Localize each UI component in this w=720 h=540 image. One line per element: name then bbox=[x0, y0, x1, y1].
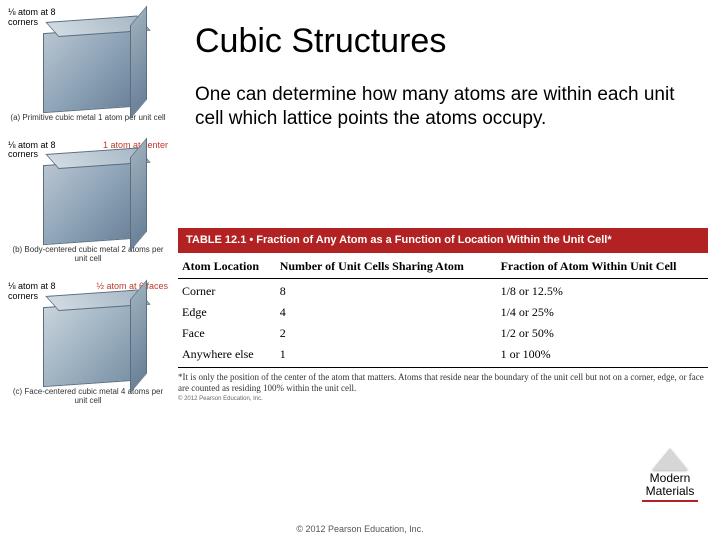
structures-sidebar: ⅛ atom at 8 corners (a) Primitive cubic … bbox=[8, 8, 168, 405]
cell-sharing: 1 bbox=[276, 344, 497, 368]
body-text: One can determine how many atoms are wit… bbox=[195, 83, 695, 131]
slide-title: Cubic Structures bbox=[195, 22, 695, 61]
table-row: Edge 4 1/4 or 25% bbox=[178, 302, 708, 323]
table-header-bar: TABLE 12.1 • Fraction of Any Atom as a F… bbox=[178, 228, 708, 253]
badge-underline bbox=[642, 500, 698, 502]
badge-line1: Modern bbox=[642, 472, 698, 485]
cell-fraction: 1/4 or 25% bbox=[497, 302, 708, 323]
cube-fcc bbox=[43, 301, 133, 387]
series-badge: Modern Materials bbox=[642, 448, 698, 502]
structure-bcc: ⅛ atom at 8 corners 1 atom at center (b)… bbox=[8, 141, 168, 264]
structure-fcc: ⅛ atom at 8 corners ½ atom at 6 faces (c… bbox=[8, 282, 168, 405]
cell-sharing: 2 bbox=[276, 323, 497, 344]
col-fraction: Fraction of Atom Within Unit Cell bbox=[497, 253, 708, 279]
fraction-table: Atom Location Number of Unit Cells Shari… bbox=[178, 253, 708, 368]
cube-bcc bbox=[43, 159, 133, 245]
cell-fraction: 1/8 or 12.5% bbox=[497, 279, 708, 303]
table-row: Face 2 1/2 or 50% bbox=[178, 323, 708, 344]
table-row: Anywhere else 1 1 or 100% bbox=[178, 344, 708, 368]
col-location: Atom Location bbox=[178, 253, 276, 279]
table-row: Corner 8 1/8 or 12.5% bbox=[178, 279, 708, 303]
cell-sharing: 4 bbox=[276, 302, 497, 323]
cell-location: Anywhere else bbox=[178, 344, 276, 368]
main-content: Cubic Structures One can determine how m… bbox=[195, 22, 695, 159]
cell-location: Edge bbox=[178, 302, 276, 323]
cell-sharing: 8 bbox=[276, 279, 497, 303]
badge-line2: Materials bbox=[642, 485, 698, 498]
triangle-icon bbox=[652, 448, 688, 470]
table-body: Corner 8 1/8 or 12.5% Edge 4 1/4 or 25% … bbox=[178, 279, 708, 368]
cell-location: Face bbox=[178, 323, 276, 344]
caption-fcc: (c) Face-centered cubic metal 4 atoms pe… bbox=[8, 388, 168, 406]
table-copyright: © 2012 Pearson Education, Inc. bbox=[178, 396, 708, 402]
cube-primitive bbox=[43, 27, 133, 113]
table-footnote: *It is only the position of the center o… bbox=[178, 372, 708, 394]
footer-copyright: © 2012 Pearson Education, Inc. bbox=[0, 524, 720, 534]
structure-primitive: ⅛ atom at 8 corners (a) Primitive cubic … bbox=[8, 8, 168, 123]
col-sharing: Number of Unit Cells Sharing Atom bbox=[276, 253, 497, 279]
caption-primitive: (a) Primitive cubic metal 1 atom per uni… bbox=[10, 114, 165, 123]
table-region: TABLE 12.1 • Fraction of Any Atom as a F… bbox=[178, 228, 708, 402]
caption-bcc: (b) Body-centered cubic metal 2 atoms pe… bbox=[8, 246, 168, 264]
table-head-row: Atom Location Number of Unit Cells Shari… bbox=[178, 253, 708, 279]
cell-fraction: 1/2 or 50% bbox=[497, 323, 708, 344]
cell-fraction: 1 or 100% bbox=[497, 344, 708, 368]
slide-container: ⅛ atom at 8 corners (a) Primitive cubic … bbox=[0, 0, 720, 540]
cell-location: Corner bbox=[178, 279, 276, 303]
